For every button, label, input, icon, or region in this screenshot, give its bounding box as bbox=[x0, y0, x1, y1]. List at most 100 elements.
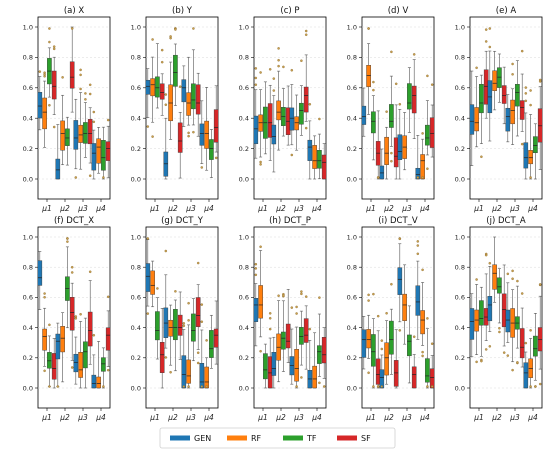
outlier bbox=[187, 134, 190, 138]
y-tick-label: 0.4 bbox=[455, 115, 465, 123]
box-sf bbox=[411, 335, 417, 389]
box-tf bbox=[281, 292, 286, 372]
outlier bbox=[520, 142, 524, 146]
outlier bbox=[398, 329, 402, 332]
box-body bbox=[294, 349, 299, 382]
box-body bbox=[294, 116, 299, 131]
box-body bbox=[479, 300, 484, 326]
outlier bbox=[88, 270, 92, 274]
outlier bbox=[56, 385, 60, 388]
box-body bbox=[105, 141, 111, 161]
box-tf bbox=[101, 126, 106, 180]
chart-panel: 0.0 0.2 0.4 0.6 0.8 1.0 (h) DCT_P μ1 μ2 μ3 μ4 bbox=[239, 216, 327, 422]
y-tick-label: 0.6 bbox=[455, 84, 465, 92]
legend-label: SF bbox=[361, 434, 371, 443]
box-sf bbox=[285, 85, 291, 146]
y-tick-label: 0.6 bbox=[239, 294, 249, 302]
outlier bbox=[146, 312, 150, 315]
outlier bbox=[300, 59, 303, 62]
box-body bbox=[186, 359, 191, 384]
box-tf bbox=[407, 305, 412, 384]
box-tf bbox=[281, 65, 286, 137]
box-rf bbox=[474, 66, 479, 148]
outlier bbox=[277, 294, 280, 297]
outlier bbox=[48, 27, 51, 30]
box-tf bbox=[47, 27, 52, 107]
outlier bbox=[254, 273, 258, 277]
y-tick-label: 1.0 bbox=[23, 233, 33, 241]
box-gen bbox=[289, 69, 295, 157]
box-body bbox=[366, 329, 371, 349]
box-body bbox=[415, 167, 421, 180]
box-rf bbox=[78, 68, 83, 170]
outlier bbox=[318, 117, 321, 121]
outlier bbox=[412, 335, 416, 338]
x-tick-label: μ1 bbox=[149, 204, 160, 213]
outlier bbox=[268, 317, 272, 320]
box-tf bbox=[479, 74, 484, 159]
box-body bbox=[271, 124, 277, 145]
y-tick-label: 1.0 bbox=[347, 23, 357, 31]
y-tick-label: 0.0 bbox=[347, 384, 357, 392]
box-body bbox=[173, 54, 178, 87]
box-rf bbox=[528, 329, 533, 389]
outlier bbox=[254, 262, 258, 266]
box-body bbox=[366, 65, 371, 87]
outlier bbox=[200, 166, 204, 169]
x-tick-label: μ1 bbox=[41, 413, 52, 422]
box-gen bbox=[487, 27, 493, 142]
box-body bbox=[155, 76, 160, 98]
x-tick-label: μ2 bbox=[383, 204, 394, 213]
box-body bbox=[177, 122, 183, 153]
outlier bbox=[182, 322, 186, 325]
box-tf bbox=[173, 27, 178, 106]
outlier bbox=[79, 73, 82, 77]
box-tf bbox=[533, 313, 538, 388]
box-sf bbox=[303, 29, 309, 130]
chart-panel: 0.0 0.2 0.4 0.6 0.8 1.0 (g) DCT_Y μ1 μ2 μ3 μ4 bbox=[131, 216, 219, 422]
box-gen bbox=[523, 86, 529, 180]
box-tf bbox=[389, 282, 394, 375]
legend-label: GEN bbox=[194, 434, 211, 443]
box-tf bbox=[263, 81, 268, 155]
box-rf bbox=[528, 89, 533, 180]
box-rf bbox=[168, 304, 173, 374]
box-body bbox=[389, 104, 394, 128]
x-tick-label: μ3 bbox=[401, 413, 412, 422]
box-sf bbox=[105, 118, 111, 179]
box-body bbox=[78, 352, 83, 378]
outlier bbox=[106, 295, 110, 299]
box-tf bbox=[371, 80, 376, 161]
outlier bbox=[300, 290, 303, 293]
box-body bbox=[411, 366, 417, 389]
y-tick-label: 0.8 bbox=[347, 264, 357, 272]
outlier bbox=[538, 382, 542, 386]
x-tick-label: μ3 bbox=[509, 413, 520, 422]
box-sf bbox=[321, 143, 327, 180]
outlier bbox=[88, 174, 92, 177]
box-body bbox=[389, 320, 394, 355]
outlier bbox=[511, 73, 514, 76]
x-tick-label: μ4 bbox=[419, 204, 430, 213]
box-sf bbox=[87, 270, 93, 365]
box-body bbox=[289, 107, 295, 131]
box-tf bbox=[317, 117, 322, 180]
outlier bbox=[308, 103, 312, 106]
box-body bbox=[429, 368, 435, 389]
y-tick-label: 0.2 bbox=[23, 145, 33, 153]
box-rf bbox=[150, 38, 155, 138]
x-tick-label: μ4 bbox=[311, 204, 322, 213]
outlier bbox=[196, 261, 200, 265]
outlier bbox=[390, 151, 393, 155]
outlier bbox=[416, 176, 420, 179]
outlier bbox=[295, 312, 298, 315]
box-body bbox=[397, 267, 403, 295]
y-tick-label: 0.2 bbox=[347, 354, 357, 362]
box-body bbox=[42, 328, 47, 351]
box-body bbox=[181, 355, 187, 389]
outlier bbox=[372, 88, 375, 92]
box-gen bbox=[487, 261, 493, 348]
outlier bbox=[106, 368, 110, 372]
outlier bbox=[484, 348, 488, 351]
box-rf bbox=[78, 313, 83, 389]
